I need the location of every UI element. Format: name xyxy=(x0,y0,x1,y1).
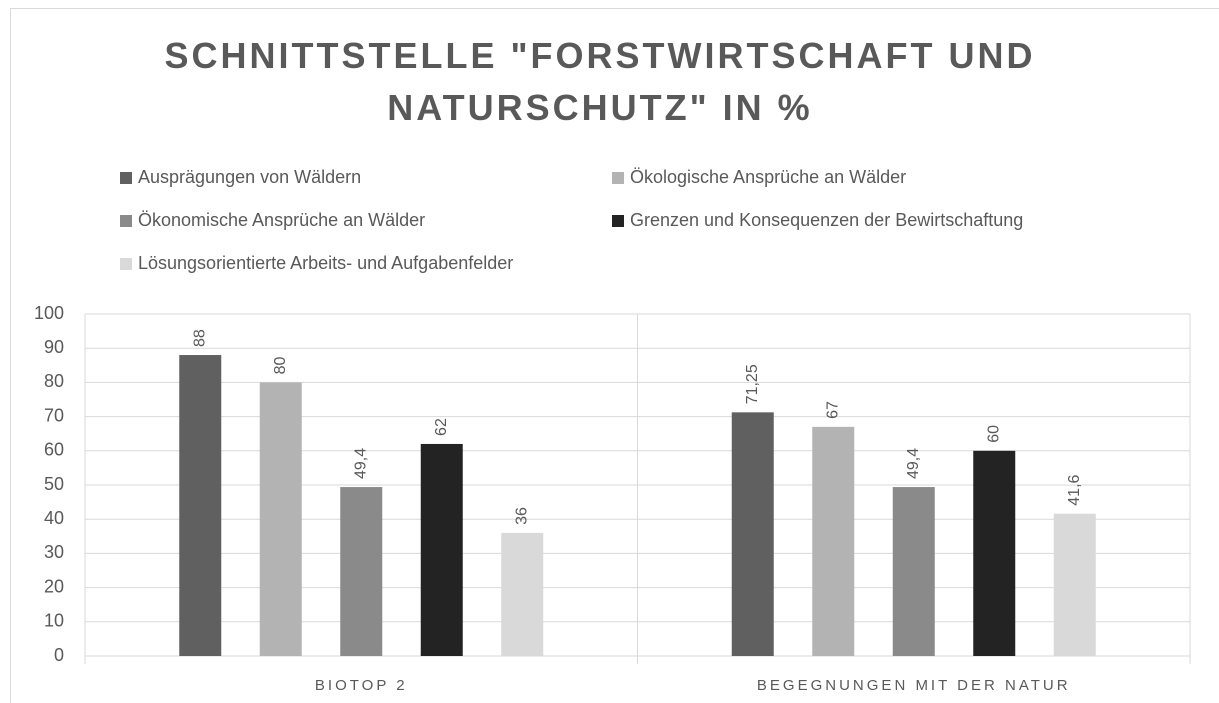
legend-swatch xyxy=(120,215,132,227)
y-tick-label: 20 xyxy=(44,576,64,596)
value-label: 71,25 xyxy=(744,364,761,404)
legend-label: Grenzen und Konsequenzen der Bewirtschaf… xyxy=(630,210,1023,230)
legend-label: Ökologische Ansprüche an Wälder xyxy=(630,167,906,187)
x-tick-label: BIOTOP 2 xyxy=(315,677,408,694)
y-tick-label: 80 xyxy=(44,371,64,391)
chart-frame xyxy=(10,8,1219,703)
value-label: 49,4 xyxy=(352,448,369,479)
legend-swatch xyxy=(120,258,132,270)
value-label: 80 xyxy=(272,357,289,375)
value-label: 62 xyxy=(433,418,450,436)
bar xyxy=(892,487,935,656)
x-tick-label: BEGEGNUNGEN MIT DER NATUR xyxy=(757,677,1071,694)
value-label: 41,6 xyxy=(1066,474,1083,505)
bar xyxy=(259,382,302,656)
legend-swatch xyxy=(612,172,624,184)
legend-label: Ökonomische Ansprüche an Wälder xyxy=(138,210,425,230)
y-tick-label: 90 xyxy=(44,337,64,357)
bar xyxy=(1053,513,1096,656)
legend-label: Ausprägungen von Wäldern xyxy=(138,167,361,187)
value-label: 60 xyxy=(985,425,1002,443)
legend-label: Lösungsorientierte Arbeits- und Aufgaben… xyxy=(138,253,513,273)
bar xyxy=(340,487,383,656)
bar xyxy=(731,412,774,656)
value-label: 88 xyxy=(191,329,208,347)
legend-swatch xyxy=(120,172,132,184)
y-tick-label: 60 xyxy=(44,440,64,460)
value-label: 36 xyxy=(513,507,530,525)
y-tick-label: 0 xyxy=(54,645,64,665)
y-tick-label: 10 xyxy=(44,611,64,631)
bar xyxy=(420,443,463,656)
bar xyxy=(973,450,1016,656)
y-tick-label: 100 xyxy=(34,303,64,323)
bar xyxy=(501,532,544,656)
chart-title: SCHNITTSTELLE "FORSTWIRTSCHAFT UND NATUR… xyxy=(164,35,1036,128)
legend-swatch xyxy=(612,215,624,227)
y-tick-label: 40 xyxy=(44,508,64,528)
bar xyxy=(179,355,222,656)
value-label: 49,4 xyxy=(905,448,922,479)
y-tick-label: 70 xyxy=(44,405,64,425)
y-tick-label: 50 xyxy=(44,474,64,494)
bar xyxy=(812,426,855,656)
value-label: 67 xyxy=(824,401,841,419)
y-tick-label: 30 xyxy=(44,542,64,562)
